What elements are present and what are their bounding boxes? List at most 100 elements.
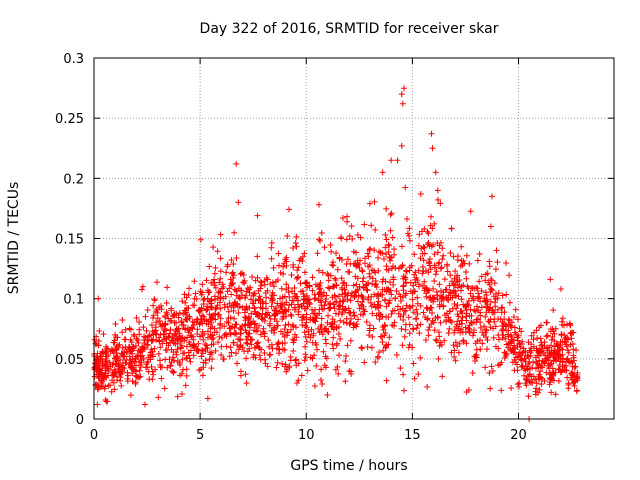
data-point [178, 391, 185, 398]
data-point [183, 343, 190, 350]
data-point [250, 318, 257, 325]
data-point [346, 368, 353, 375]
data-point [565, 385, 572, 392]
data-point [204, 334, 211, 341]
data-point [354, 232, 361, 239]
data-point [512, 306, 519, 313]
data-point [244, 285, 251, 292]
data-point [382, 297, 389, 304]
data-point [144, 307, 151, 314]
data-point [322, 353, 329, 360]
data-point [437, 265, 444, 272]
data-point [524, 366, 531, 373]
data-point [458, 317, 465, 324]
data-point [276, 350, 283, 357]
data-point [419, 270, 426, 277]
data-point [375, 353, 382, 360]
data-point [420, 309, 427, 316]
data-point [125, 372, 132, 379]
data-point [259, 305, 266, 312]
data-point [390, 276, 397, 283]
data-point [129, 370, 136, 377]
y-tick-label: 0.2 [63, 172, 84, 187]
data-point [447, 249, 454, 256]
data-point [519, 349, 526, 356]
data-point [452, 293, 459, 300]
data-point [503, 327, 510, 334]
data-point [251, 290, 258, 297]
data-point [446, 325, 453, 332]
data-point [317, 279, 324, 286]
data-point [406, 321, 413, 328]
data-point [533, 380, 540, 387]
data-point [498, 359, 505, 366]
data-point [301, 357, 308, 364]
data-point [138, 357, 145, 364]
data-point [329, 341, 336, 348]
data-point [286, 206, 293, 213]
data-point [322, 325, 329, 332]
data-point [570, 354, 577, 361]
data-point [372, 269, 379, 276]
data-point [193, 347, 200, 354]
data-point [547, 352, 554, 359]
data-point [399, 294, 406, 301]
data-point [168, 305, 175, 312]
data-point [345, 256, 352, 263]
data-point [270, 292, 277, 299]
data-point [393, 287, 400, 294]
data-point [274, 300, 281, 307]
data-point [217, 231, 224, 238]
data-point [107, 363, 114, 370]
data-point [359, 267, 366, 274]
data-point [337, 317, 344, 324]
data-point [179, 356, 186, 363]
data-point [452, 339, 459, 346]
data-point [402, 326, 409, 333]
data-point [189, 325, 196, 332]
data-point [454, 302, 461, 309]
data-point [544, 332, 551, 339]
data-point [400, 283, 407, 290]
data-point [483, 297, 490, 304]
data-point [434, 196, 441, 203]
data-point [282, 322, 289, 329]
data-point [236, 343, 243, 350]
data-point [552, 343, 559, 350]
data-point [450, 287, 457, 294]
data-point [537, 368, 544, 375]
data-point [376, 316, 383, 323]
data-point [124, 378, 131, 385]
data-point [281, 326, 288, 333]
data-point [329, 294, 336, 301]
data-point [334, 363, 341, 370]
data-point [566, 320, 573, 327]
data-point [447, 272, 454, 279]
data-point [237, 337, 244, 344]
data-point [546, 374, 553, 381]
data-point [332, 310, 339, 317]
data-point [486, 281, 493, 288]
data-point [329, 316, 336, 323]
data-point [210, 244, 217, 251]
data-point [537, 335, 544, 342]
data-point [477, 346, 484, 353]
data-point [511, 345, 518, 352]
data-point [437, 200, 444, 207]
data-point [221, 323, 228, 330]
data-point [182, 382, 189, 389]
data-point [453, 305, 460, 312]
data-point [261, 281, 268, 288]
data-point [200, 300, 207, 307]
data-point [228, 291, 235, 298]
data-point [208, 365, 215, 372]
data-point [219, 281, 226, 288]
data-point [363, 318, 370, 325]
data-point [179, 350, 186, 357]
data-point [261, 278, 268, 285]
data-point [183, 366, 190, 373]
data-point [494, 295, 501, 302]
data-point [158, 302, 165, 309]
data-point [563, 321, 570, 328]
data-point [359, 345, 366, 352]
